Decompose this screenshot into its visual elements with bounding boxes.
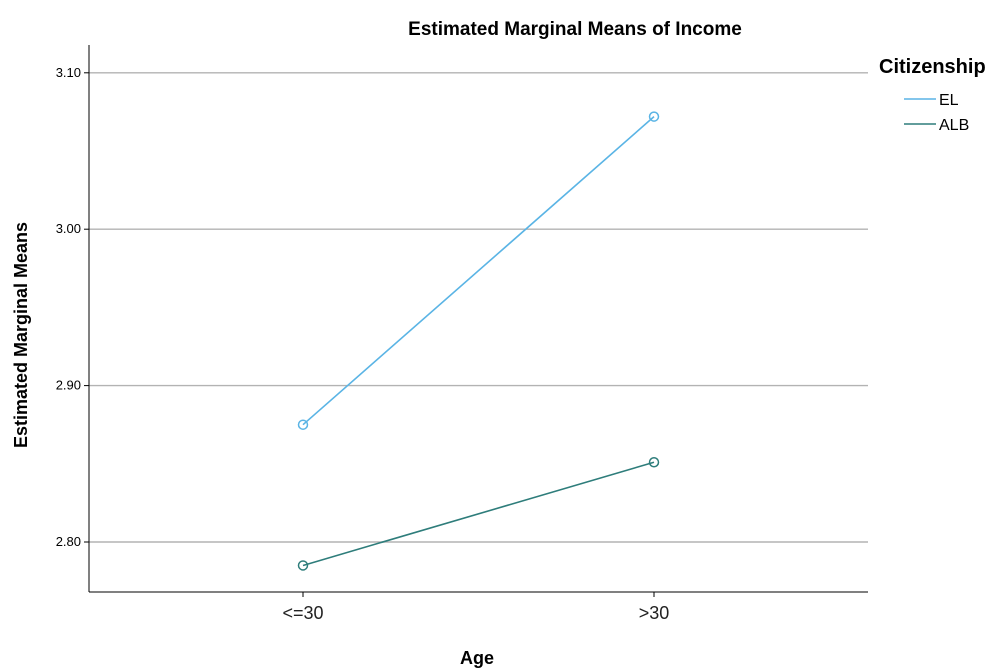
series-line-el (302, 115, 655, 426)
x-tick-label: <=30 (282, 603, 323, 623)
gridlines (89, 72, 868, 543)
x-axis-ticks: <=30 >30 (282, 592, 669, 623)
legend-label-alb: ALB (939, 117, 969, 134)
y-tick-label: 3.00 (56, 221, 81, 236)
y-tick-label: 2.90 (56, 378, 81, 393)
x-tick-label: >30 (639, 603, 670, 623)
chart-title: Estimated Marginal Means of Income (408, 19, 742, 40)
series-line-alb (302, 461, 655, 567)
y-axis-ticks: 2.80 2.90 3.00 3.10 (56, 65, 89, 549)
legend: Citizenship EL ALB (879, 56, 986, 134)
series (297, 111, 660, 571)
y-tick-label: 3.10 (56, 65, 81, 80)
y-tick-label: 2.80 (56, 534, 81, 549)
data-point-alb (648, 456, 660, 468)
data-point-el (648, 111, 660, 122)
data-point-el (297, 419, 309, 430)
legend-label-el: EL (939, 92, 959, 109)
y-axis-label: Estimated Marginal Means (11, 222, 31, 448)
data-point-alb (297, 560, 309, 571)
x-axis-label: Age (460, 648, 494, 668)
legend-title: Citizenship (879, 56, 986, 78)
